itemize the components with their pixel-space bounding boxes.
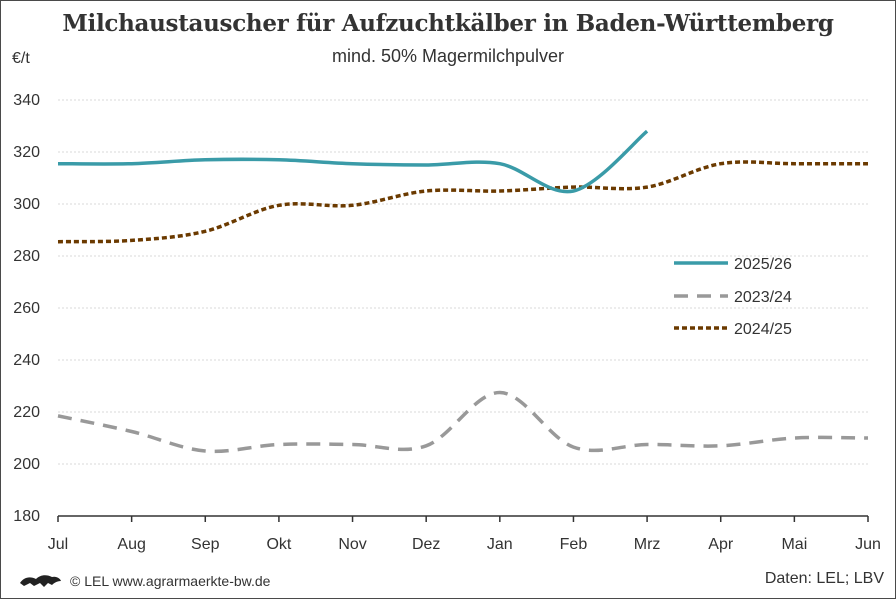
x-tick-label: Jun: [855, 536, 881, 553]
footer-copyright: © LEL www.agrarmaerkte-bw.de: [70, 573, 271, 589]
x-tick-label: Sep: [191, 536, 220, 553]
x-tick-label: Apr: [708, 536, 734, 553]
y-tick-label: 280: [13, 248, 40, 265]
series-line-2024-25: [57, 160, 868, 244]
series-line-2025-26: [57, 129, 649, 194]
y-tick-label: 260: [13, 300, 40, 317]
x-tick-label: Nov: [338, 536, 366, 553]
y-tick-label: 180: [13, 508, 40, 525]
legend-label: 2024/25: [734, 321, 792, 338]
legend-label: 2023/24: [734, 289, 792, 306]
x-tick-label: Mai: [781, 536, 807, 553]
x-tick-label: Jan: [487, 536, 513, 553]
x-tick-label: Mrz: [634, 536, 661, 553]
lel-logo-icon: [20, 575, 61, 587]
y-tick-label: 200: [13, 456, 40, 473]
y-tick-label: 220: [13, 404, 40, 421]
x-tick-label: Jul: [48, 536, 68, 553]
y-tick-label: 240: [13, 352, 40, 369]
chart-title: Milchaustauscher für Aufzuchtkälber in B…: [62, 10, 834, 37]
x-tick-label: Aug: [117, 536, 145, 553]
y-tick-label: 320: [13, 144, 40, 161]
chart-subtitle: mind. 50% Magermilchpulver: [331, 46, 565, 66]
series-line-2023-24: [57, 390, 869, 454]
y-tick-label: 340: [13, 92, 40, 109]
x-tick-label: Okt: [266, 536, 291, 553]
y-tick-label: 300: [13, 196, 40, 213]
footer-source: Daten: LEL; LBV: [764, 570, 884, 587]
legend-label: 2025/26: [734, 256, 792, 273]
x-tick-label: Feb: [560, 536, 588, 553]
y-axis-unit: €/t: [12, 50, 30, 67]
x-tick-label: Dez: [412, 536, 440, 553]
